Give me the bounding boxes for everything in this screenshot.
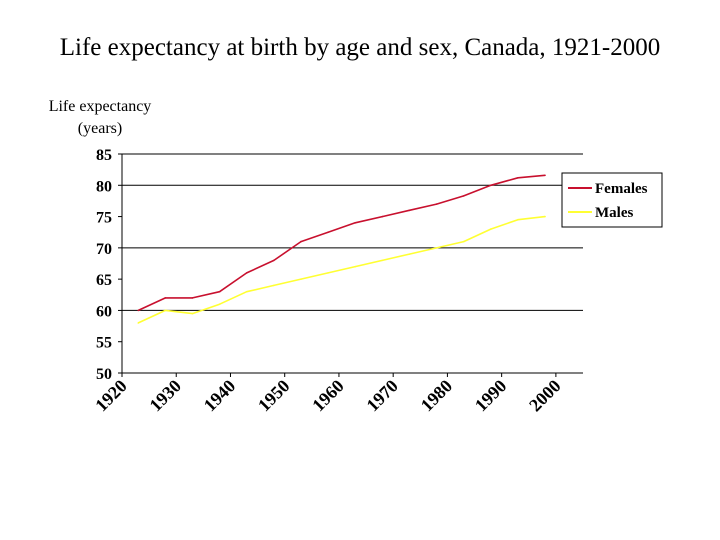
x-tick-label-1950: 1950 [254, 376, 294, 416]
data-point-males-2 [191, 312, 194, 315]
y-tick-labels: 50 55 60 65 70 75 80 85 [96, 147, 122, 383]
legend-box [561, 172, 663, 228]
data-point-males-8 [354, 265, 357, 268]
data-point-males-10 [408, 253, 411, 255]
data-point-females-9 [381, 215, 384, 218]
y-tick-label-55: 55 [96, 335, 112, 352]
data-point-females-4 [245, 272, 248, 274]
legend-label-males: Males [595, 205, 633, 221]
data-point-males-0 [137, 322, 140, 324]
data-point-males-3 [218, 303, 221, 305]
data-point-males-13 [490, 228, 492, 230]
y-tick-label-80: 80 [96, 178, 112, 195]
data-point-males-1 [164, 309, 167, 312]
y-tick-label-75: 75 [96, 210, 112, 227]
data-point-females-1 [164, 297, 167, 299]
series-line-males [137, 215, 546, 324]
axes [121, 154, 583, 374]
x-tick-label-1940: 1940 [200, 376, 240, 416]
x-tick-label-1970: 1970 [362, 376, 402, 416]
x-tick-label-2000: 2000 [525, 376, 565, 416]
series-lines [137, 174, 546, 324]
x-tick-label-1980: 1980 [417, 376, 457, 416]
legend: Females Males [561, 172, 663, 228]
data-point-females-8 [354, 222, 357, 224]
data-point-males-7 [327, 272, 329, 274]
data-point-females-7 [327, 231, 329, 234]
series-line-females [137, 174, 546, 312]
data-point-males-15 [544, 215, 546, 218]
gridlines [122, 153, 583, 311]
data-point-males-11 [435, 247, 438, 249]
data-point-females-5 [273, 259, 275, 262]
y-tick-label-85: 85 [96, 147, 112, 164]
data-point-females-14 [517, 176, 519, 179]
data-point-females-2 [191, 297, 194, 299]
data-point-males-5 [273, 284, 275, 287]
data-point-females-3 [218, 290, 221, 293]
slide-title: Life expectancy at birth by age and sex,… [59, 34, 661, 61]
data-point-males-12 [462, 240, 465, 243]
data-point-males-9 [381, 259, 384, 262]
data-point-females-11 [435, 203, 438, 205]
x-tick-label-1990: 1990 [471, 376, 511, 416]
legend-label-females: Females [595, 181, 648, 197]
y-axis-title-line-2: (years) [77, 120, 123, 137]
data-point-females-12 [462, 195, 465, 197]
y-tick-label-50: 50 [96, 366, 112, 383]
data-point-females-0 [137, 309, 140, 312]
x-tick-labels: 1920 1930 1940 1950 1960 1970 1980 1990 2000 [91, 373, 565, 416]
data-point-males-6 [300, 278, 302, 280]
x-tick-label-1930: 1930 [145, 376, 185, 416]
y-axis-title: Life expectancy (years) [40, 96, 160, 140]
y-tick-label-65: 65 [96, 272, 112, 289]
data-point-females-10 [408, 209, 411, 212]
data-point-males-4 [245, 290, 248, 293]
data-point-females-15 [544, 174, 546, 177]
x-tick-label-1960: 1960 [308, 376, 348, 416]
y-tick-label-70: 70 [96, 241, 112, 258]
y-axis-title-line-1: Life expectancy [48, 98, 152, 115]
data-point-females-6 [300, 240, 302, 243]
data-point-males-14 [517, 218, 519, 221]
data-point-females-13 [490, 184, 492, 187]
y-tick-label-60: 60 [96, 303, 112, 320]
